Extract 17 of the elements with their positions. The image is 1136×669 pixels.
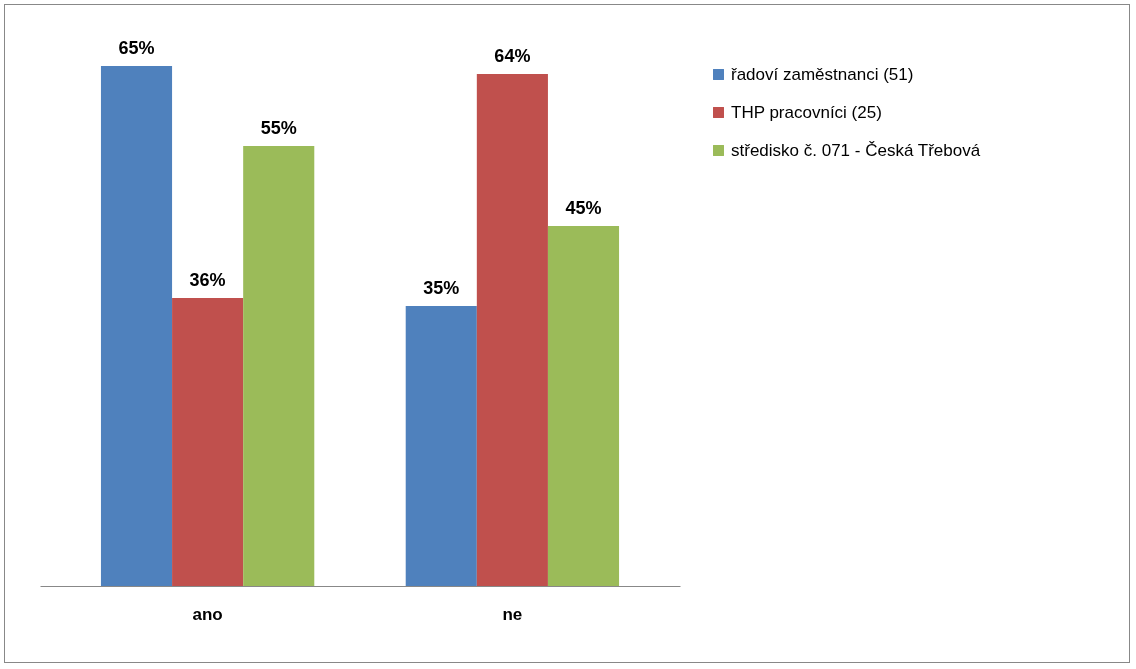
data-label: 65% [118, 38, 155, 58]
data-label: 35% [423, 278, 460, 298]
x-tick-label: ano [192, 604, 223, 624]
data-label: 45% [565, 198, 602, 218]
bar [405, 306, 477, 586]
bar [547, 226, 620, 586]
x-tick-label: ne [502, 604, 523, 624]
legend-label: řadoví zaměstnanci (51) [731, 64, 914, 84]
bar [476, 74, 548, 586]
legend-label: středisko č. 071 - Česká Třebová [731, 140, 981, 160]
bar [100, 66, 173, 586]
legend-label: THP pracovníci (25) [731, 102, 882, 122]
bar [172, 298, 244, 586]
data-label: 64% [494, 46, 531, 66]
data-label: 36% [189, 270, 226, 290]
bar [243, 146, 315, 586]
data-label: 55% [260, 118, 297, 138]
